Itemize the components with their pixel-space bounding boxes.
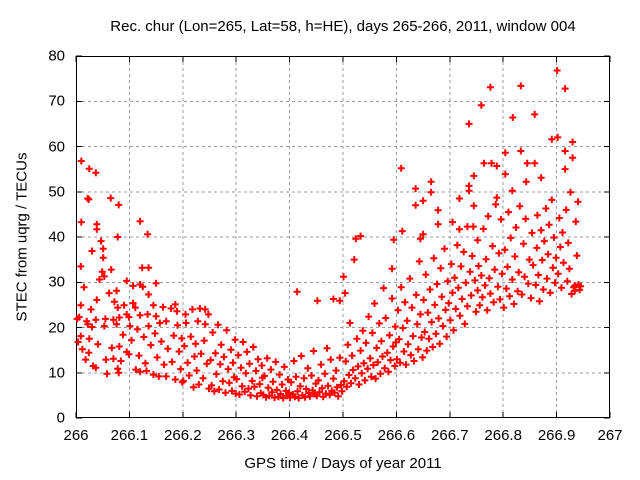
chart-title: Rec. chur (Lon=265, Lat=58, h=HE), days …: [110, 18, 576, 35]
y-tick-label: 70: [48, 92, 65, 110]
y-tick-label: 30: [48, 273, 65, 291]
y-tick-label: 40: [48, 228, 65, 246]
x-axis-label: GPS time / Days of year 2011: [244, 455, 442, 472]
x-tick-label: 266.8: [484, 427, 522, 444]
y-tick-label: 20: [48, 319, 65, 336]
plot-border: [76, 56, 610, 418]
x-tick-label: 266.5: [324, 427, 362, 444]
grid-lines: [76, 56, 610, 418]
x-tick-label: 266.1: [110, 427, 149, 444]
x-tick-label: 266: [63, 427, 89, 444]
x-tick-label: 266.7: [431, 427, 469, 444]
y-tick-label: 10: [48, 364, 65, 382]
x-tick-label: 267: [597, 427, 623, 444]
y-tick-label: 50: [48, 183, 65, 201]
x-tick-label: 266.3: [217, 427, 255, 444]
x-tick-label: 266.4: [270, 427, 309, 444]
x-tick-label: 266.9: [537, 427, 576, 444]
y-tick-label: 80: [48, 47, 65, 65]
scatter-points: [73, 67, 585, 402]
x-tick-label: 266.6: [377, 427, 416, 444]
y-tick-label: 0: [56, 409, 65, 427]
y-tick-label: 60: [48, 138, 65, 155]
x-tick-label: 266.2: [164, 427, 202, 444]
